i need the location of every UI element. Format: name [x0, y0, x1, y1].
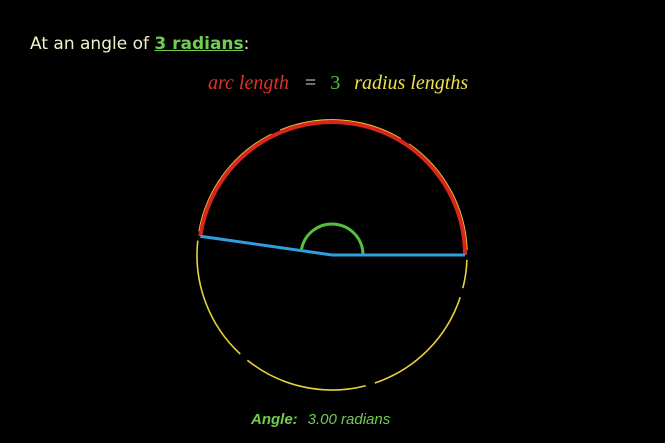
circle-radian-segment [246, 359, 366, 391]
angle-link[interactable]: 3 radians [154, 34, 244, 54]
heading: At an angle of 3 radians: [30, 34, 249, 54]
circle-radian-segment [198, 133, 272, 232]
heading-prefix: At an angle of [30, 34, 155, 54]
arc-length-equation: arc length = 3 radius lengths [208, 72, 468, 95]
circle-radian-segment [196, 240, 241, 355]
circle-radian-segment [408, 143, 468, 251]
equation-arc-length: arc length [208, 72, 289, 94]
heading-suffix: : [243, 34, 250, 54]
angle-readout-label: Angle: [251, 411, 298, 428]
equation-equals: = [304, 72, 317, 94]
circle-radian-segment [462, 259, 468, 289]
arc-length-arc [198, 120, 467, 256]
equation-radius-lengths: radius lengths [354, 72, 469, 94]
circle-radian-segment [374, 296, 461, 384]
radius-end-line[interactable] [200, 234, 333, 257]
angle-mark [299, 222, 365, 256]
angle-readout: Angle: 3.00 radians [251, 411, 390, 428]
angle-readout-value: 3.00 radians [307, 411, 391, 428]
equation-value: 3 [330, 72, 341, 94]
